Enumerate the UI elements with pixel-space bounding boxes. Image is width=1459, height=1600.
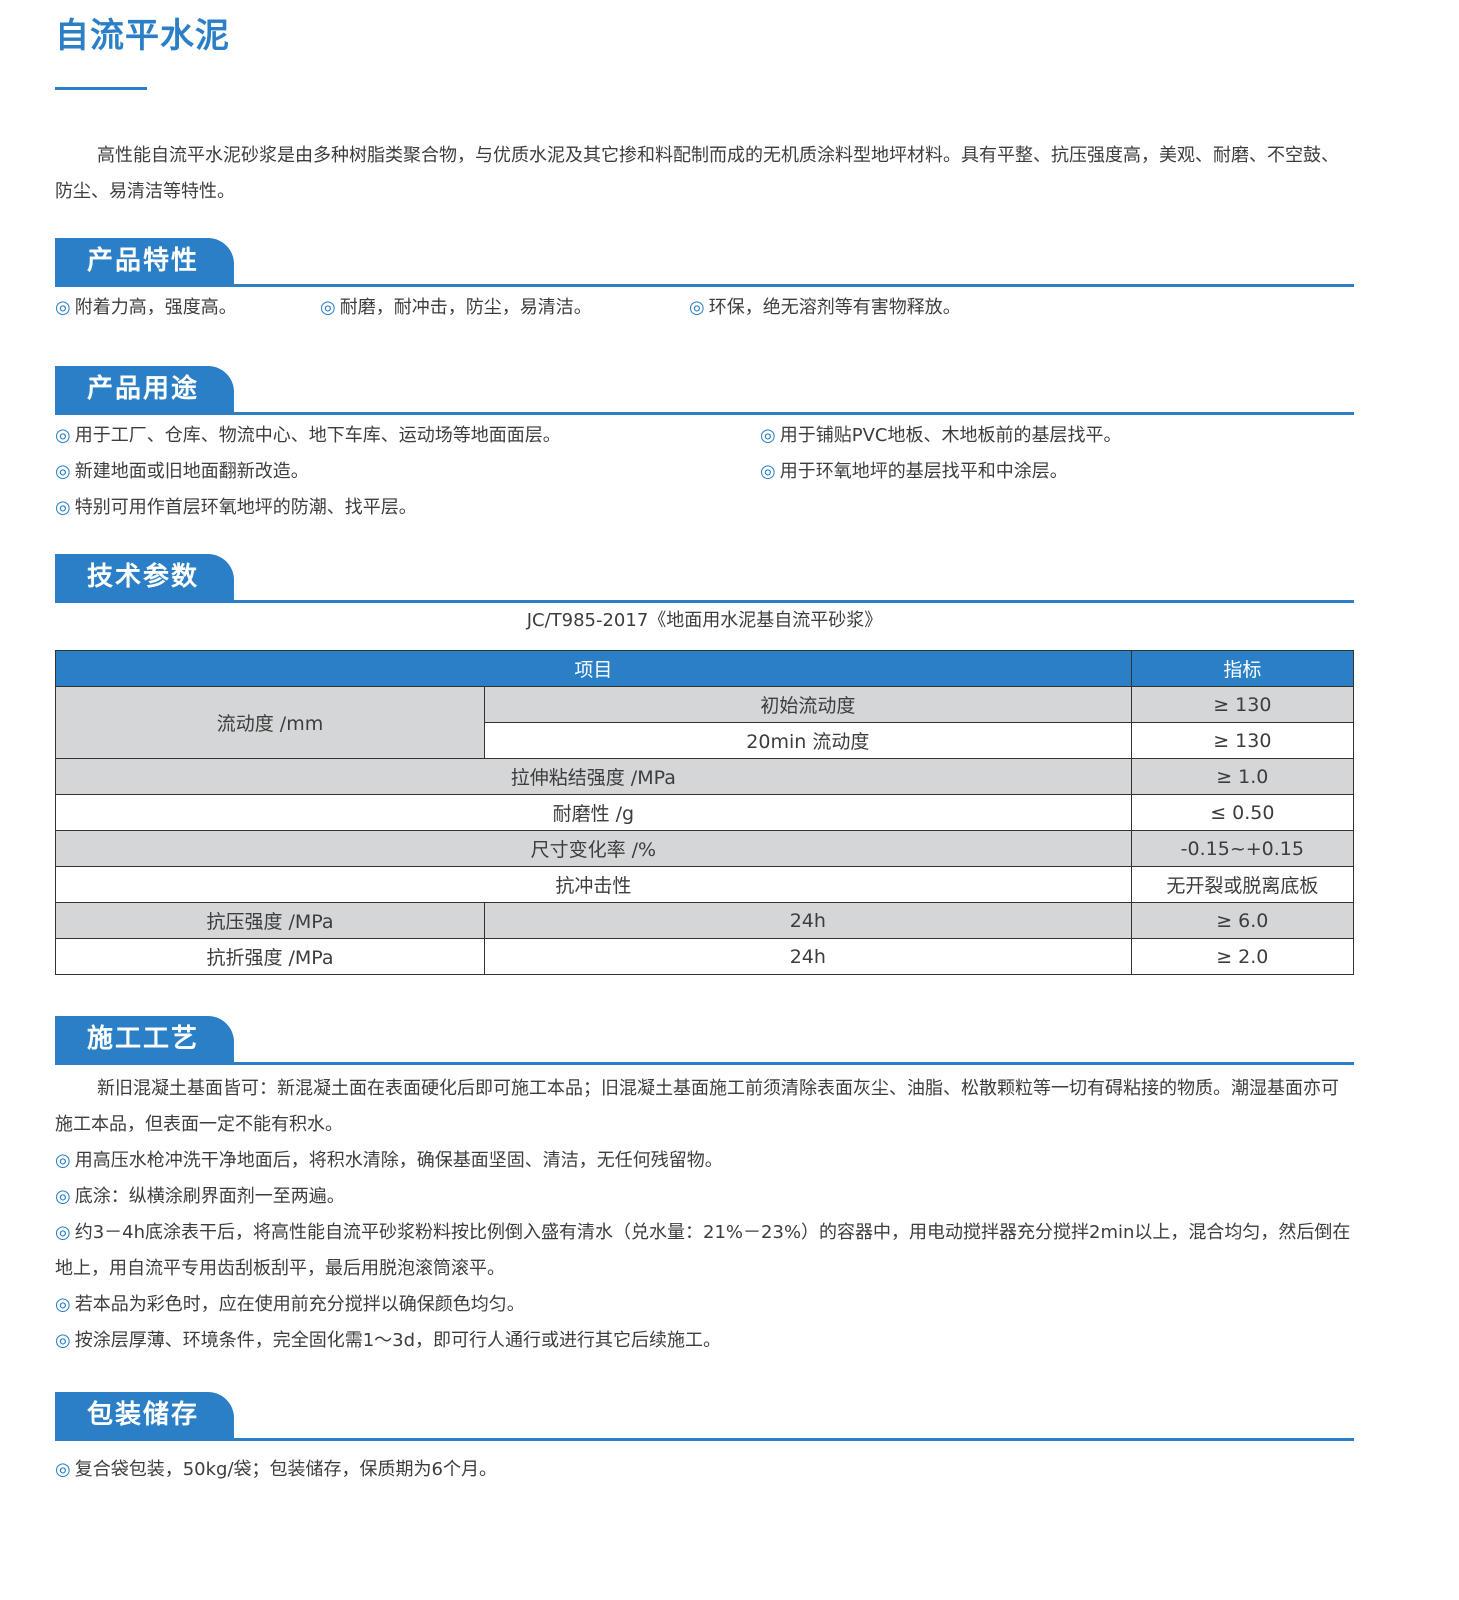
title-underline bbox=[55, 87, 147, 90]
cell: ≥ 2.0 bbox=[1130, 938, 1355, 975]
cell: 20min 流动度 bbox=[484, 722, 1132, 759]
cell: ≥ 130 bbox=[1130, 686, 1355, 723]
table-row: 抗压强度 /MPa 24h ≥ 6.0 bbox=[55, 902, 1355, 939]
cell: 24h bbox=[484, 902, 1132, 939]
header-index: 指标 bbox=[1130, 650, 1355, 687]
process-item: 底涂：纵横涂刷界面剂一至两遍。 bbox=[55, 1179, 1355, 1215]
intro-text: 高性能自流平水泥砂浆是由多种树脂类聚合物，与优质水泥及其它掺和料配制而成的无机质… bbox=[55, 145, 1339, 202]
cell: 尺寸变化率 /% bbox=[55, 830, 1132, 867]
cell: 无开裂或脱离底板 bbox=[1130, 866, 1355, 903]
section-title: 产品特性 bbox=[55, 238, 234, 284]
process-item: 按涂层厚薄、环境条件，完全固化需1～3d，即可行人通行或进行其它后续施工。 bbox=[55, 1323, 1355, 1359]
use-item: 用于工厂、仓库、物流中心、地下车库、运动场等地面面层。 bbox=[55, 418, 561, 454]
section-header-uses: 产品用途 bbox=[55, 364, 1354, 415]
cell: 抗折强度 /MPa bbox=[55, 938, 485, 975]
table-row: 抗冲击性 无开裂或脱离底板 bbox=[55, 866, 1355, 903]
table-row: 拉伸粘结强度 /MPa ≥ 1.0 bbox=[55, 758, 1355, 795]
cell: ≥ 1.0 bbox=[1130, 758, 1355, 795]
header-item: 项目 bbox=[55, 650, 1132, 687]
process-item: 约3－4h底涂表干后，将高性能自流平砂浆粉料按比例倒入盛有清水（兑水量：21%－… bbox=[55, 1215, 1355, 1287]
use-item: 特别可用作首层环氧地坪的防潮、找平层。 bbox=[55, 490, 417, 526]
section-header-storage: 包装储存 bbox=[55, 1390, 1354, 1441]
table-row: 抗折强度 /MPa 24h ≥ 2.0 bbox=[55, 938, 1355, 975]
section-title: 产品用途 bbox=[55, 366, 234, 412]
use-item: 用于环氧地坪的基层找平和中涂层。 bbox=[760, 454, 1068, 490]
process-intro: 新旧混凝土基面皆可：新混凝土面在表面硬化后即可施工本品；旧混凝土基面施工前须清除… bbox=[55, 1078, 1339, 1135]
section-header-features: 产品特性 bbox=[55, 236, 1354, 287]
section-title: 包装储存 bbox=[55, 1392, 234, 1438]
section-title: 技术参数 bbox=[55, 554, 234, 600]
page-title: 自流平水泥 bbox=[55, 16, 230, 56]
standard-caption: JC/T985-2017《地面用水泥基自流平砂浆》 bbox=[526, 610, 883, 631]
section-header-tech: 技术参数 bbox=[55, 552, 1354, 603]
table-row: 尺寸变化率 /% -0.15~+0.15 bbox=[55, 830, 1355, 867]
feature-item: 耐磨，耐冲击，防尘，易清洁。 bbox=[320, 290, 592, 326]
process-item: 若本品为彩色时，应在使用前充分搅拌以确保颜色均匀。 bbox=[55, 1287, 1355, 1323]
table-row: 耐磨性 /g ≤ 0.50 bbox=[55, 794, 1355, 831]
cell: -0.15~+0.15 bbox=[1130, 830, 1355, 867]
feature-item: 附着力高，强度高。 bbox=[55, 290, 237, 326]
cell: 初始流动度 bbox=[484, 686, 1132, 723]
cell: 耐磨性 /g bbox=[55, 794, 1132, 831]
cell: ≥ 6.0 bbox=[1130, 902, 1355, 939]
tech-table: 项目 指标 流动度 /mm 初始流动度 ≥ 130 20min 流动度 ≥ 130 拉伸… bbox=[55, 650, 1355, 975]
use-item: 用于铺贴PVC地板、木地板前的基层找平。 bbox=[760, 418, 1122, 454]
table-row: 流动度 /mm 初始流动度 ≥ 130 bbox=[55, 686, 1355, 759]
storage-item: 复合袋包装，50kg/袋；包装储存，保质期为6个月。 bbox=[55, 1452, 497, 1488]
section-header-process: 施工工艺 bbox=[55, 1014, 1354, 1065]
cell: 抗压强度 /MPa bbox=[55, 902, 485, 939]
table-row: 20min 流动度 ≥ 130 bbox=[56, 722, 1355, 759]
cell: ≥ 130 bbox=[1130, 722, 1355, 759]
cell: 拉伸粘结强度 /MPa bbox=[55, 758, 1132, 795]
cell: 抗冲击性 bbox=[55, 866, 1132, 903]
section-title: 施工工艺 bbox=[55, 1016, 234, 1062]
cell: 24h bbox=[484, 938, 1132, 975]
process-item: 用高压水枪冲洗干净地面后，将积水清除，确保基面坚固、清洁，无任何残留物。 bbox=[55, 1143, 1355, 1179]
cell: ≤ 0.50 bbox=[1130, 794, 1355, 831]
feature-item: 环保，绝无溶剂等有害物释放。 bbox=[689, 290, 961, 326]
use-item: 新建地面或旧地面翻新改造。 bbox=[55, 454, 309, 490]
cell: 流动度 /mm bbox=[55, 686, 485, 759]
